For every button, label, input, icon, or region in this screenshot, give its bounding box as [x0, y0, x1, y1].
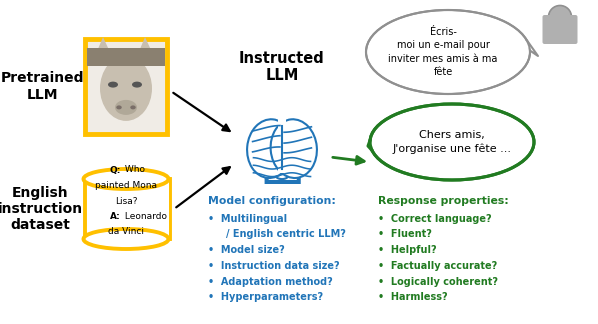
Text: Lisa?: Lisa? [115, 196, 138, 205]
Ellipse shape [366, 10, 530, 94]
Text: / English centric LLM?: / English centric LLM? [226, 229, 346, 239]
Text: A:: A: [110, 212, 121, 221]
Text: •  Model size?: • Model size? [208, 245, 285, 255]
Polygon shape [95, 37, 111, 56]
FancyBboxPatch shape [542, 15, 578, 44]
Text: •  Logically coherent?: • Logically coherent? [378, 277, 498, 287]
Ellipse shape [100, 56, 152, 121]
Polygon shape [526, 39, 538, 56]
Text: •  Fluent?: • Fluent? [378, 229, 432, 239]
Text: •  Instruction data size?: • Instruction data size? [208, 261, 340, 271]
FancyBboxPatch shape [87, 180, 169, 238]
Text: Écris-
moi un e-mail pour
inviter mes amis à ma
fête: Écris- moi un e-mail pour inviter mes am… [388, 27, 498, 77]
Ellipse shape [115, 100, 137, 115]
Text: 🧠: 🧠 [260, 118, 304, 187]
Text: •  Factually accurate?: • Factually accurate? [378, 261, 498, 271]
Text: •  Harmless?: • Harmless? [378, 293, 448, 303]
Text: •  Helpful?: • Helpful? [378, 245, 437, 255]
Ellipse shape [108, 82, 118, 87]
Text: Who: Who [122, 166, 145, 175]
Ellipse shape [130, 105, 136, 110]
Text: •  Correct language?: • Correct language? [378, 214, 492, 224]
Text: Response properties:: Response properties: [378, 196, 509, 206]
Ellipse shape [84, 169, 169, 189]
Text: Q:: Q: [109, 166, 121, 175]
FancyBboxPatch shape [85, 179, 170, 239]
Ellipse shape [271, 119, 317, 178]
FancyBboxPatch shape [87, 48, 165, 65]
Polygon shape [137, 37, 153, 56]
Text: Pretrained
LLM: Pretrained LLM [0, 71, 84, 102]
FancyBboxPatch shape [278, 114, 286, 173]
Text: Instructed
LLM: Instructed LLM [239, 51, 325, 83]
Text: •  Multilingual: • Multilingual [208, 214, 287, 224]
Ellipse shape [116, 105, 122, 110]
Text: da Vinci: da Vinci [108, 227, 144, 237]
Text: Leonardo: Leonardo [122, 212, 167, 221]
FancyBboxPatch shape [85, 39, 167, 134]
Ellipse shape [247, 119, 294, 178]
Text: Chers amis,
J'organise une fête ...: Chers amis, J'organise une fête ... [392, 130, 511, 154]
Text: •  Adaptation method?: • Adaptation method? [208, 277, 332, 287]
Text: painted Mona: painted Mona [95, 181, 157, 190]
Circle shape [548, 6, 572, 29]
Ellipse shape [132, 82, 142, 87]
Polygon shape [368, 140, 372, 151]
Ellipse shape [370, 104, 534, 180]
Text: Model configuration:: Model configuration: [208, 196, 336, 206]
Text: •  Hyperparameters?: • Hyperparameters? [208, 293, 323, 303]
Ellipse shape [84, 229, 169, 249]
Text: English
instruction
dataset: English instruction dataset [0, 186, 83, 232]
